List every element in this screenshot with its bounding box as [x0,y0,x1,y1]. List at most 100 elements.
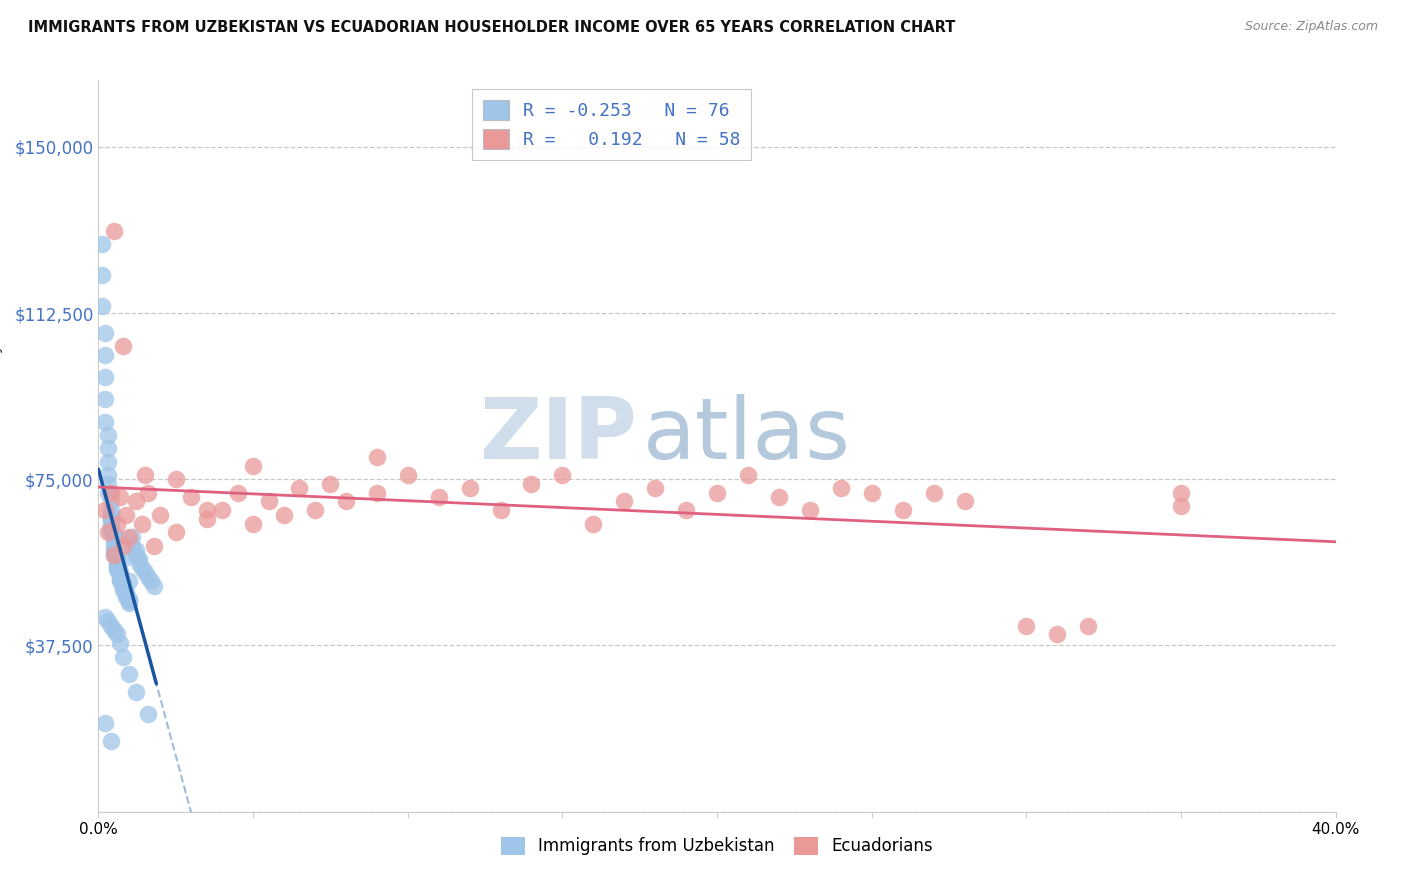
Point [90,299,112,313]
Point [706,485,728,500]
Point [93,370,115,384]
Point [100,508,122,522]
Point [93,326,115,340]
Point [105,627,128,641]
Point [93,609,115,624]
Point [105,561,128,575]
Point [551,467,574,482]
Point [115,587,138,601]
Point [1170,485,1192,500]
Point [613,494,636,508]
Point [108,566,131,580]
Point [97,525,120,540]
Point [139,574,162,589]
Point [100,525,122,540]
Point [100,516,122,531]
Point [115,585,138,599]
Point [644,481,666,495]
Point [100,618,122,632]
Point [195,512,218,526]
Point [273,508,295,522]
Point [112,576,135,591]
Point [149,508,172,522]
Point [288,481,311,495]
Point [124,543,146,558]
Point [396,467,419,482]
Point [165,472,187,486]
Point [891,503,914,517]
Point [118,574,141,589]
Point [121,539,143,553]
Point [128,552,150,566]
Point [180,490,202,504]
Point [97,441,120,455]
Point [112,581,135,595]
Point [100,485,122,500]
Point [97,454,120,468]
Point [93,716,115,731]
Point [93,348,115,362]
Point [100,503,122,517]
Text: IMMIGRANTS FROM UZBEKISTAN VS ECUADORIAN HOUSEHOLDER INCOME OVER 65 YEARS CORREL: IMMIGRANTS FROM UZBEKISTAN VS ECUADORIAN… [28,20,956,35]
Point [103,623,125,637]
Point [105,557,128,571]
Text: atlas: atlas [643,393,851,476]
Point [211,503,233,517]
Point [143,579,166,593]
Point [143,539,166,553]
Point [118,667,141,681]
Point [90,237,112,252]
Point [1077,618,1099,632]
Point [112,583,135,598]
Point [830,481,852,495]
Point [103,548,125,562]
Legend: Immigrants from Uzbekistan, Ecuadorians: Immigrants from Uzbekistan, Ecuadorians [495,830,939,862]
Point [103,539,125,553]
Point [582,516,605,531]
Point [134,566,156,580]
Point [108,572,131,586]
Point [108,570,131,584]
Point [103,224,125,238]
Point [100,512,122,526]
Point [427,490,450,504]
Point [118,596,141,610]
Point [105,563,128,577]
Point [165,525,187,540]
Point [103,548,125,562]
Point [93,503,115,517]
Point [458,481,481,495]
Point [304,503,326,517]
Point [675,503,697,517]
Point [799,503,821,517]
Point [105,530,128,544]
Text: Source: ZipAtlas.com: Source: ZipAtlas.com [1244,20,1378,33]
Point [124,685,146,699]
Point [1170,499,1192,513]
Point [136,570,159,584]
Y-axis label: Householder Income Over 65 years: Householder Income Over 65 years [0,310,3,582]
Point [105,516,128,531]
Point [366,485,388,500]
Point [131,516,153,531]
Point [97,476,120,491]
Point [105,552,128,566]
Point [100,733,122,747]
Point [97,467,120,482]
Point [136,707,159,722]
Point [100,521,122,535]
Point [112,649,135,664]
Point [108,636,131,650]
Point [124,494,146,508]
Point [90,268,112,283]
Point [103,543,125,558]
Point [100,512,122,526]
Point [118,530,141,544]
Point [242,458,264,473]
Point [108,574,131,589]
Point [195,503,218,517]
Point [860,485,883,500]
Point [118,594,141,608]
Point [105,549,128,564]
Point [1015,618,1038,632]
